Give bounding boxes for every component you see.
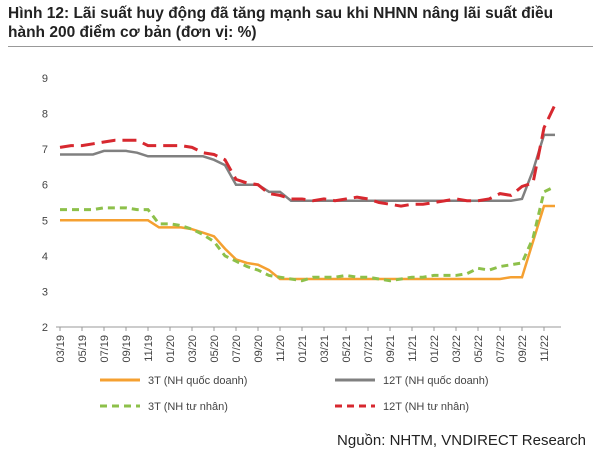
y-tick-label: 3 (42, 286, 48, 298)
series-line (60, 185, 556, 283)
x-tick-label: 05/20 (209, 335, 221, 363)
x-tick-label: 05/22 (473, 335, 485, 363)
x-tick-label: 03/20 (187, 335, 199, 363)
x-tick-label: 07/21 (363, 335, 375, 363)
x-tick-label: 05/19 (77, 335, 89, 363)
x-tick-label: 11/19 (143, 335, 155, 362)
y-tick-label: 4 (42, 251, 48, 263)
series-line (60, 133, 555, 202)
y-tick-label: 9 (42, 73, 48, 85)
x-tick-label: 03/19 (55, 335, 67, 363)
x-tick-label: 03/21 (319, 335, 331, 363)
x-tick-label: 05/21 (341, 335, 353, 363)
y-tick-label: 7 (42, 144, 48, 156)
x-tick-label: 09/19 (121, 335, 133, 363)
series-line (59, 104, 557, 208)
x-tick-label: 01/21 (297, 335, 309, 363)
y-tick-label: 6 (42, 180, 48, 192)
x-tick-label: 09/22 (517, 335, 529, 363)
x-tick-label: 03/22 (451, 335, 463, 363)
x-tick-label: 01/20 (165, 335, 177, 363)
legend-label: 12T (NH quốc doanh) (383, 375, 489, 387)
x-tick-label: 11/20 (275, 335, 287, 362)
title-rule (8, 46, 593, 47)
x-tick-label: 07/19 (99, 335, 111, 363)
source: Nguồn: NHTM, VNDIRECT Research (337, 432, 586, 449)
x-tick-label: 09/20 (253, 335, 265, 363)
y-tick-label: 2 (42, 322, 48, 334)
x-tick-label: 11/21 (407, 335, 419, 362)
x-tick-label: 01/22 (429, 335, 441, 363)
x-tick-label: 09/21 (385, 335, 397, 363)
legend-label: 12T (NH tư nhân) (383, 401, 469, 413)
y-tick-label: 8 (42, 109, 48, 121)
legend-label: 3T (NH tư nhân) (148, 401, 228, 413)
legend-label: 3T (NH quốc doanh) (148, 375, 247, 387)
x-tick-label: 07/20 (231, 335, 243, 363)
chart-title: Hình 12: Lãi suất huy động đã tăng mạnh … (8, 5, 554, 41)
x-tick-label: 11/22 (539, 335, 551, 362)
y-tick-label: 5 (42, 215, 48, 227)
x-tick-label: 07/22 (495, 335, 507, 363)
